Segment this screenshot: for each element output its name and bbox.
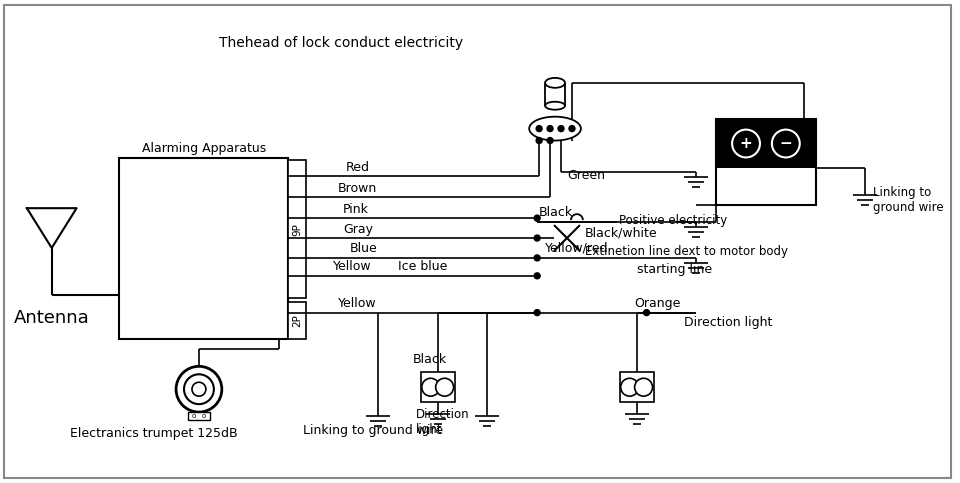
- Text: Gray: Gray: [343, 223, 373, 236]
- Text: o: o: [192, 413, 196, 419]
- Circle shape: [547, 138, 553, 143]
- Ellipse shape: [545, 102, 565, 110]
- Bar: [620, 372, 654, 402]
- Text: −: −: [780, 136, 792, 151]
- Circle shape: [569, 126, 575, 131]
- Text: Pink: Pink: [343, 203, 369, 216]
- Text: Extinetion line dext to motor body: Extinetion line dext to motor body: [585, 245, 788, 258]
- Text: Direction
light: Direction light: [416, 408, 469, 436]
- Text: Brown: Brown: [338, 182, 377, 195]
- Bar: [716, 119, 816, 169]
- Text: Positive electricity: Positive electricity: [618, 213, 727, 227]
- Text: o: o: [202, 413, 206, 419]
- Circle shape: [176, 366, 222, 412]
- Text: Alarming Apparatus: Alarming Apparatus: [142, 142, 266, 155]
- Text: Orange: Orange: [635, 297, 681, 310]
- Text: Blue: Blue: [350, 242, 378, 256]
- Bar: [188, 412, 210, 420]
- Text: Yellow: Yellow: [338, 297, 377, 310]
- Text: Black: Black: [413, 353, 447, 366]
- Circle shape: [192, 382, 205, 396]
- Text: Green: Green: [567, 169, 605, 182]
- Circle shape: [436, 378, 453, 396]
- Text: Antenna: Antenna: [14, 309, 89, 327]
- Text: Electranics trumpet 125dB: Electranics trumpet 125dB: [70, 427, 237, 440]
- Circle shape: [534, 215, 540, 221]
- Circle shape: [534, 273, 540, 279]
- Text: 2P: 2P: [293, 314, 302, 327]
- Circle shape: [643, 310, 650, 315]
- Text: Thehead of lock conduct electricity: Thehead of lock conduct electricity: [219, 36, 463, 50]
- Text: Ice blue: Ice blue: [397, 260, 447, 273]
- Bar: [420, 372, 455, 402]
- Text: Black: Black: [540, 206, 573, 219]
- Circle shape: [621, 378, 638, 396]
- Circle shape: [536, 126, 542, 131]
- Circle shape: [534, 310, 540, 315]
- Circle shape: [547, 126, 553, 131]
- Text: Direction light: Direction light: [684, 316, 773, 329]
- Circle shape: [534, 235, 540, 241]
- Text: +: +: [739, 136, 753, 151]
- Circle shape: [421, 378, 440, 396]
- Text: Linking to ground wire: Linking to ground wire: [303, 425, 444, 438]
- Text: 9P: 9P: [293, 223, 302, 236]
- Text: Linking to
ground wire: Linking to ground wire: [874, 186, 944, 214]
- Circle shape: [772, 129, 800, 157]
- Bar: [119, 158, 288, 340]
- Bar: [288, 160, 306, 298]
- Circle shape: [534, 255, 540, 261]
- Text: Yellow: Yellow: [333, 260, 372, 273]
- Circle shape: [732, 129, 760, 157]
- Circle shape: [536, 138, 542, 143]
- Text: Yellow/red: Yellow/red: [545, 242, 609, 255]
- Circle shape: [558, 126, 564, 131]
- Circle shape: [184, 374, 214, 404]
- Text: starting line: starting line: [636, 263, 711, 276]
- Text: Red: Red: [347, 161, 371, 174]
- Bar: [288, 302, 306, 340]
- Circle shape: [635, 378, 653, 396]
- Bar: [716, 169, 816, 205]
- Bar: [716, 119, 816, 205]
- Text: Black/white: Black/white: [585, 227, 658, 240]
- Ellipse shape: [545, 78, 565, 88]
- Ellipse shape: [529, 117, 581, 141]
